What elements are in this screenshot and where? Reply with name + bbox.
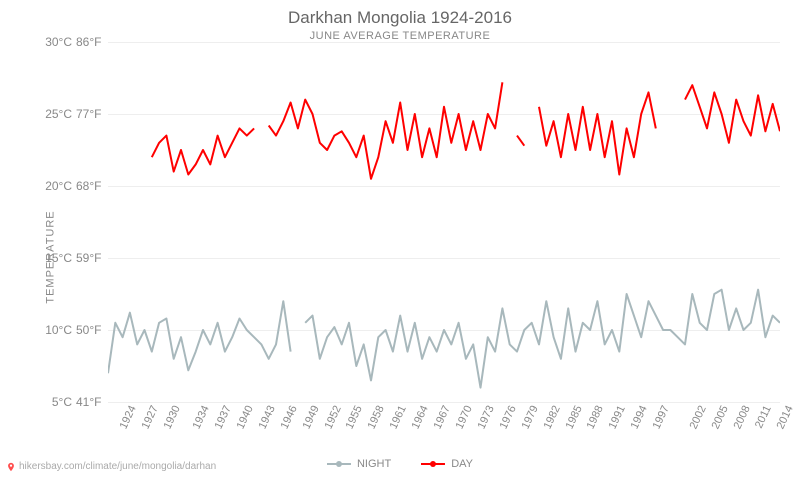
legend-label-day: DAY [451,458,473,470]
chart-legend: NIGHT DAY [327,458,473,470]
legend-item-night: NIGHT [327,458,391,470]
ytick-celsius: 25°C [38,107,72,121]
series-line-day [152,128,254,174]
series-line-day [517,136,524,146]
plot-area [108,42,780,402]
ytick-fahrenheit: 77°F [76,107,101,121]
chart-subtitle: June Average Temperature [0,28,800,42]
ytick-celsius: 15°C [38,251,72,265]
series-line-day [269,82,503,179]
ytick-fahrenheit: 86°F [76,35,101,49]
legend-label-night: NIGHT [357,458,391,470]
ytick-celsius: 10°C [38,323,72,337]
ytick-fahrenheit: 41°F [76,395,101,409]
ytick-celsius: 5°C [38,395,72,409]
source-url: hikersbay.com/climate/june/mongolia/darh… [19,461,216,472]
gridline [108,402,780,403]
chart-area: TEMPERATURE 5°C41°F10°C50°F15°C59°F20°C6… [0,42,800,472]
ytick-fahrenheit: 68°F [76,179,101,193]
series-line-day [685,85,780,143]
ytick-celsius: 20°C [38,179,72,193]
series-line-day [539,92,656,174]
source-attribution: hikersbay.com/climate/june/mongolia/darh… [6,461,216,472]
line-chart-svg [108,42,780,402]
ytick-celsius: 30°C [38,35,72,49]
chart-title: Darkhan Mongolia 1924-2016 [0,0,800,28]
legend-item-day: DAY [421,458,473,470]
series-line-night [108,301,291,373]
series-line-night [305,290,780,388]
ytick-fahrenheit: 50°F [76,323,101,337]
map-pin-icon [6,462,16,472]
ytick-fahrenheit: 59°F [76,251,101,265]
